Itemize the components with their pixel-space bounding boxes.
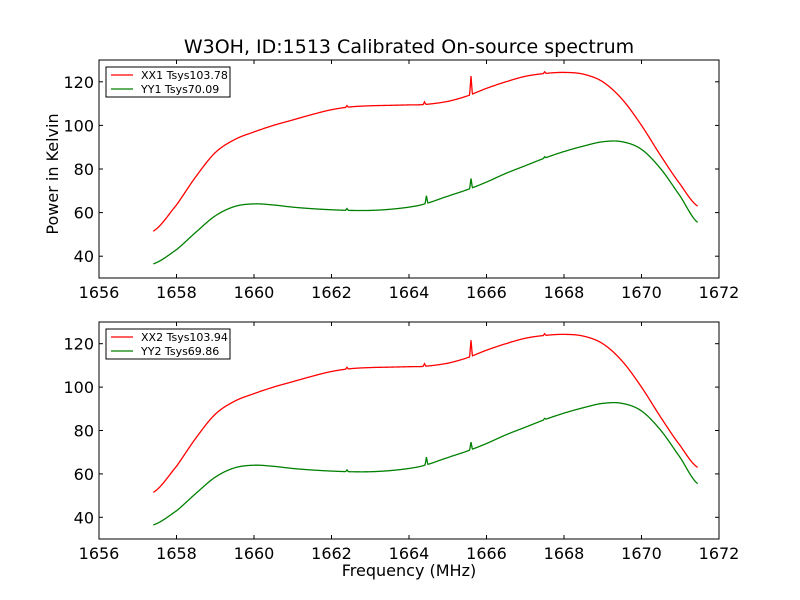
legend-label: XX2 Tsys103.94 [141,331,228,344]
y-tick-label: 60 [74,204,94,223]
y-tick-label: 80 [74,422,94,441]
x-tick-label: 1666 [466,544,507,563]
x-tick-label: 1656 [79,544,120,563]
chart-title: W3OH, ID:1513 Calibrated On-source spect… [184,36,634,58]
legend-label: YY1 Tsys70.09 [140,83,219,96]
x-tick-label: 1656 [79,283,120,302]
y-tick-label: 100 [63,378,94,397]
x-tick-label: 1660 [234,544,275,563]
x-axis-label: Frequency (MHz) [342,561,476,580]
legend-label: YY2 Tsys69.86 [140,345,219,358]
x-tick-label: 1664 [389,544,430,563]
x-tick-label: 1662 [311,283,352,302]
y-axis-label: Power in Kelvin [43,113,62,234]
y-tick-label: 80 [74,160,94,179]
x-tick-label: 1662 [311,544,352,563]
x-tick-label: 1668 [544,283,585,302]
series-line-1 [153,140,699,265]
series-line-0 [152,70,699,232]
y-tick-label: 100 [63,116,94,135]
y-tick-label: 60 [74,465,94,484]
y-tick-label: 40 [74,247,94,266]
x-tick-label: 1660 [234,283,275,302]
x-tick-label: 1664 [389,283,430,302]
x-tick-label: 1658 [156,283,197,302]
series-line-1 [153,401,699,526]
x-tick-label: 1672 [699,544,740,563]
x-tick-label: 1658 [156,544,197,563]
x-tick-label: 1668 [544,544,585,563]
series-line-0 [152,332,699,493]
top-plot-panel: 1656 1658 1660 1662 1664 1666 1668 1670 1672 40 60… [63,59,740,302]
legend-box [105,328,231,360]
x-tick-label: 1672 [699,283,740,302]
y-tick-label: 120 [63,73,94,92]
x-tick-label: 1670 [621,283,662,302]
x-tick-label: 1670 [621,544,662,563]
legend-label: XX1 Tsys103.78 [141,69,228,82]
y-tick-label: 120 [63,335,94,354]
bottom-plot-panel: 1656 1658 1660 1662 1664 1666 1668 1670 1672 40 60… [63,321,740,563]
x-tick-label: 1666 [466,283,507,302]
legend-box [105,66,231,98]
y-tick-label: 40 [74,508,94,527]
